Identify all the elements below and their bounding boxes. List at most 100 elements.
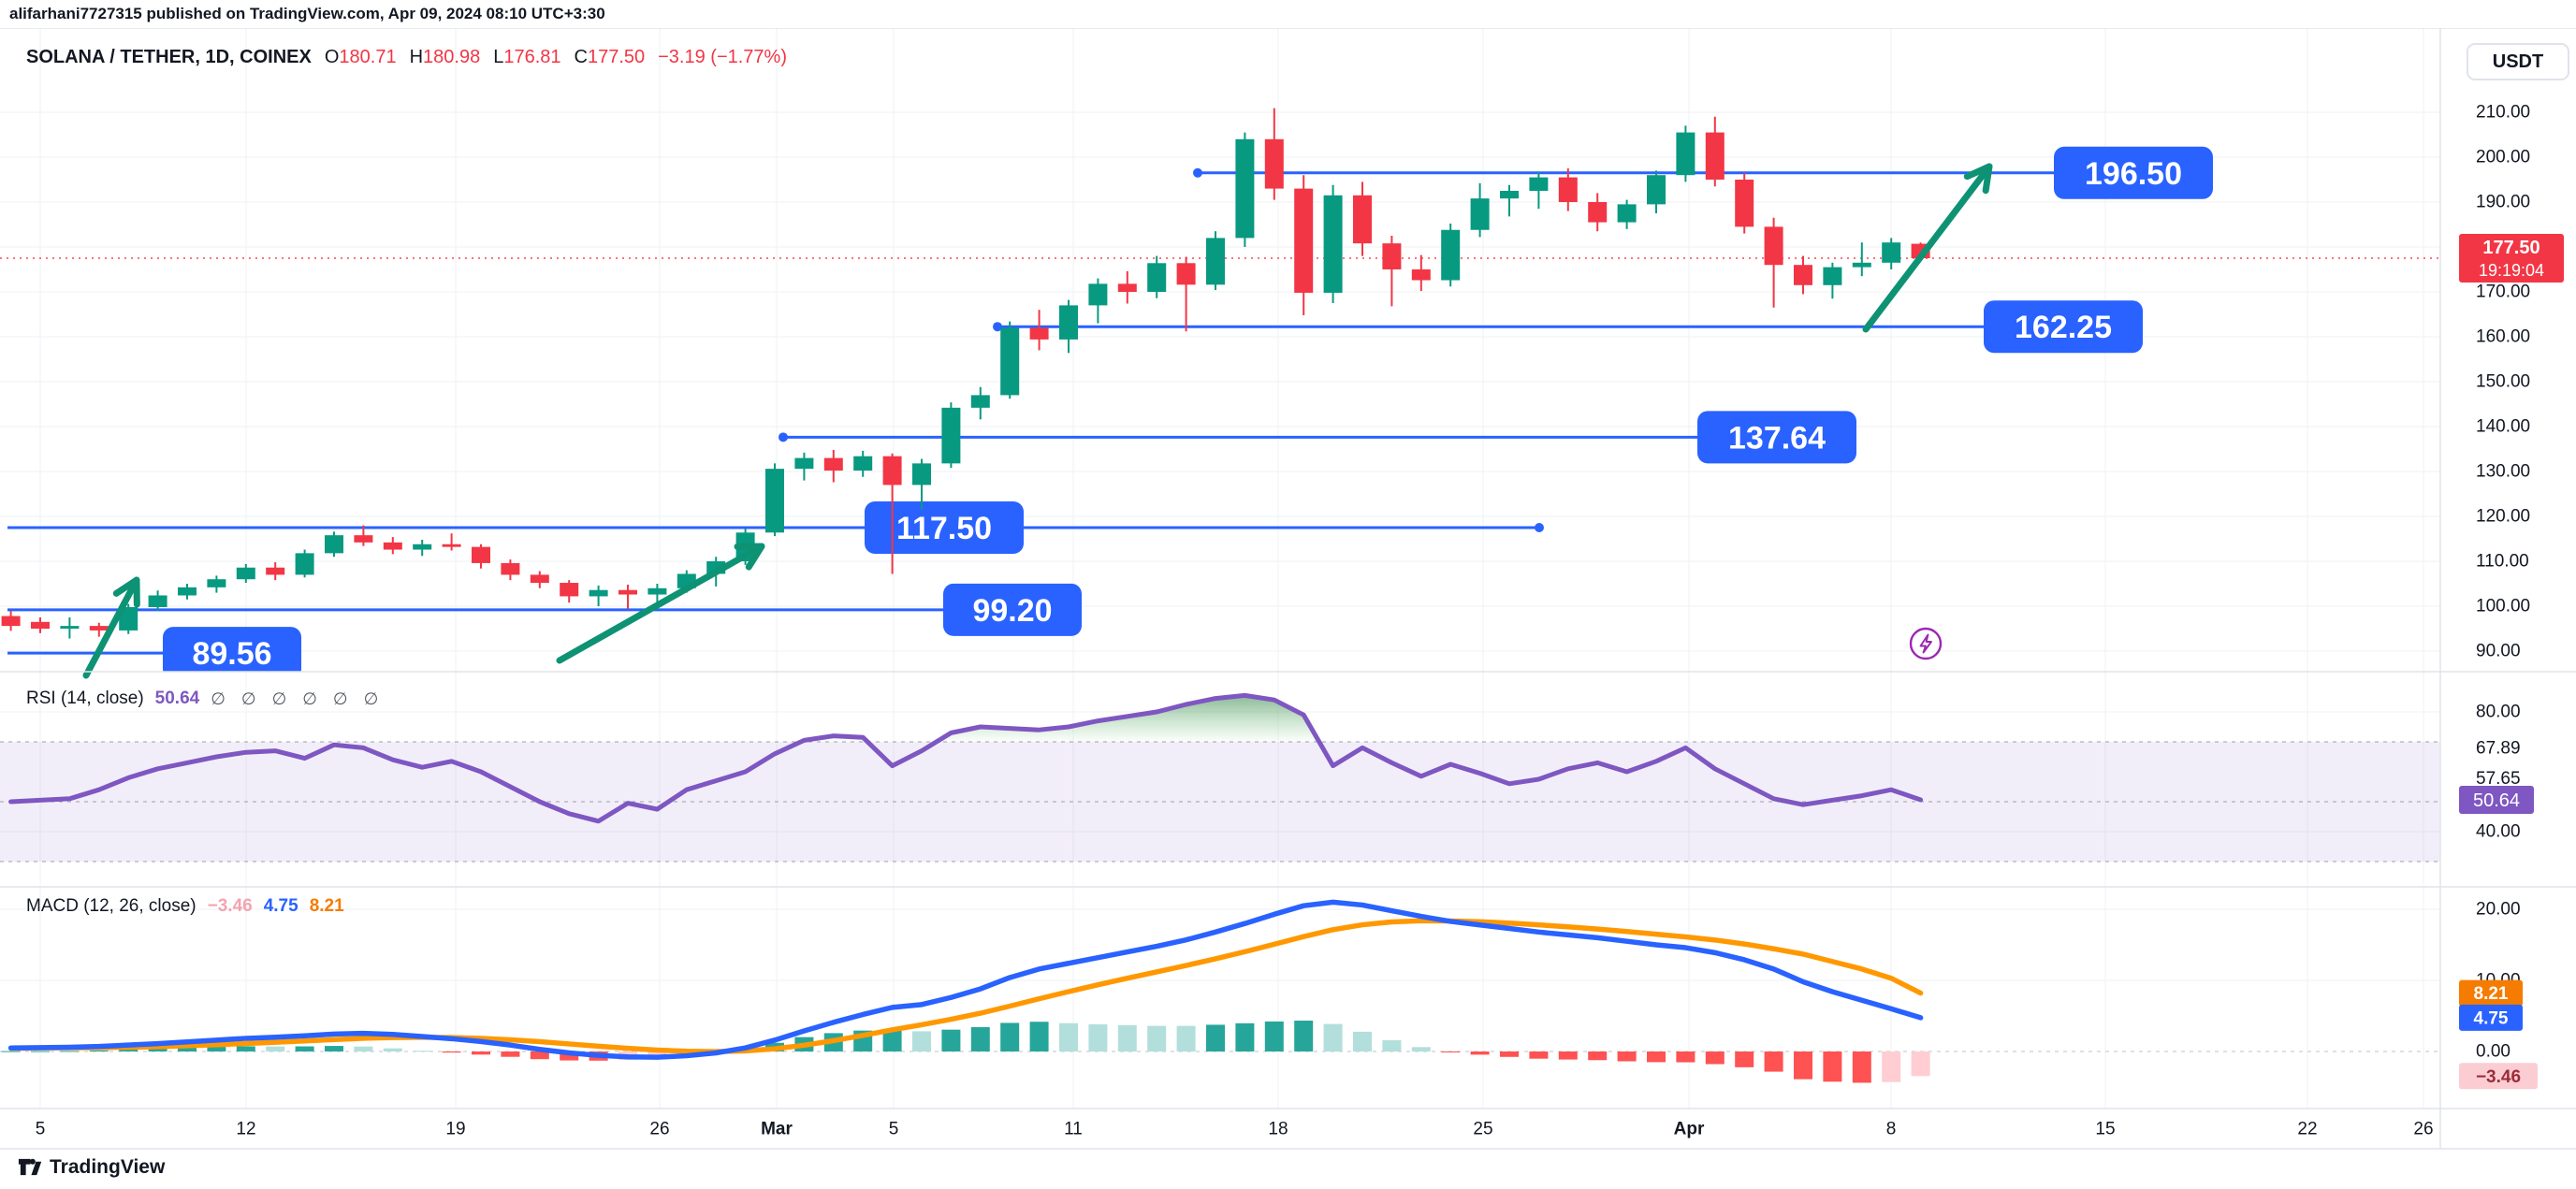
macd-signal-axis-label: [2459, 979, 2523, 1007]
axis-tick-label: 170.00: [2476, 283, 2530, 302]
macd-histogram-bar: [148, 1048, 167, 1051]
svg-text:162.25: 162.25: [2015, 310, 2112, 345]
symbol-legend[interactable]: SOLANA / TETHER, 1D, COINEX O180.71 H180…: [26, 47, 787, 68]
macd-histogram-bar: [560, 1051, 579, 1061]
bar-countdown: 19:19:04: [2479, 261, 2544, 280]
macd-histogram-bar: [354, 1046, 373, 1051]
macd-histogram-bar: [1676, 1051, 1696, 1063]
axis-tick-label: 200.00: [2476, 148, 2530, 167]
svg-text:8.21: 8.21: [2474, 984, 2509, 1004]
macd-histogram-bar: [1882, 1051, 1901, 1082]
macd-histogram-bar: [1647, 1051, 1666, 1063]
axis-tick-label: 210.00: [2476, 103, 2530, 123]
time-tick-label: 5: [889, 1120, 899, 1139]
macd-histogram-bar: [1500, 1051, 1519, 1057]
level-price-label[interactable]: [1984, 300, 2143, 354]
macd-histogram-bar: [383, 1048, 402, 1051]
trend-arrow: [1862, 163, 1993, 333]
price-axis[interactable]: 210.00200.00190.00180.00170.00160.00150.…: [2459, 103, 2564, 1090]
axis-tick-label: 40.00: [2476, 822, 2521, 842]
trend-arrow: [556, 543, 765, 664]
macd-histogram-bar: [1000, 1022, 1020, 1051]
time-tick-label: 18: [1268, 1120, 1288, 1139]
axis-tick-label: 120.00: [2476, 507, 2530, 527]
tradingview-watermark-text: TradingView: [50, 1155, 166, 1178]
level-price-label[interactable]: [2054, 146, 2213, 199]
axis-tick-label: 67.89: [2476, 738, 2521, 758]
pane-dividers[interactable]: [0, 27, 2576, 1150]
trend-arrow-drawings[interactable]: [82, 163, 1993, 679]
macd-histogram-bar: [1705, 1051, 1725, 1065]
macd-histogram-bar: [970, 1027, 990, 1051]
macd-histogram-bar: [1382, 1039, 1402, 1051]
macd-line-axis-label: [2459, 1004, 2523, 1031]
rsi-legend[interactable]: RSI (14, close) 50.64 ∅ ∅ ∅ ∅ ∅ ∅: [26, 689, 384, 709]
svg-text:117.50: 117.50: [896, 511, 992, 546]
time-tick-label: 26: [649, 1120, 669, 1139]
time-tick-label: 15: [2095, 1120, 2115, 1139]
macd-histogram-bar: [1588, 1051, 1608, 1061]
axis-tick-label: 57.65: [2476, 769, 2521, 789]
macd-histogram-bar: [1764, 1051, 1783, 1072]
macd-histogram-bar: [1794, 1051, 1812, 1080]
svg-text:177.50: 177.50: [2482, 238, 2540, 258]
time-tick-label: 25: [1473, 1120, 1492, 1139]
axis-tick-label: 190.00: [2476, 193, 2530, 212]
macd-histogram-bar: [1823, 1051, 1842, 1082]
svg-text:89.56: 89.56: [192, 636, 271, 672]
level-price-label[interactable]: [163, 627, 301, 679]
macd-histogram-bar: [1264, 1021, 1284, 1051]
ohlc-close: C177.50: [574, 47, 646, 67]
symbol-title[interactable]: SOLANA / TETHER, 1D, COINEX: [26, 47, 312, 67]
currency-toggle-button[interactable]: USDT: [2467, 43, 2569, 80]
time-tick-label: 5: [36, 1120, 46, 1139]
trend-arrow-head: [112, 576, 140, 608]
macd-histogram-bar: [1088, 1023, 1108, 1051]
macd-histogram-bar: [1147, 1025, 1167, 1051]
macd-histogram-bar: [236, 1046, 255, 1051]
price-change: −3.19 (−1.77%): [658, 47, 787, 67]
trend-arrow-head: [1963, 163, 1993, 195]
macd-histogram-bar: [501, 1051, 520, 1057]
macd-signal-value: 8.21: [309, 896, 344, 916]
level-anchor-dot: [1535, 523, 1544, 532]
svg-text:−3.46: −3.46: [2476, 1067, 2521, 1087]
macd-histogram-bar: [178, 1047, 196, 1051]
horizontal-level-drawings[interactable]: 196.50 162.25 137.64 117.50 99.20 89.56: [7, 146, 2213, 679]
macd-legend[interactable]: MACD (12, 26, close) −3.46 4.75 8.21: [26, 896, 344, 917]
svg-text:50.64: 50.64: [2473, 790, 2520, 811]
svg-text:4.75: 4.75: [2474, 1008, 2509, 1028]
time-tick-label: 26: [2413, 1120, 2433, 1139]
macd-histogram-bar: [1294, 1021, 1314, 1051]
flash-marker-icon[interactable]: [1905, 623, 1946, 664]
ohlc-open: O180.71: [324, 47, 397, 67]
time-axis[interactable]: 5 12 19 26 Mar 5 11 18 25 Apr 8 15 22 26: [36, 1120, 2434, 1139]
publish-header-text: alifarhani7727315 published on TradingVi…: [9, 5, 605, 22]
macd-histogram-bar: [1735, 1051, 1754, 1067]
rsi-band: [0, 741, 2440, 1052]
macd-plot: [1, 899, 1930, 1083]
macd-line: [7, 899, 1924, 1060]
rsi-line: [8, 692, 1924, 824]
time-tick-label: 12: [236, 1120, 255, 1139]
publish-header: alifarhani7727315 published on TradingVi…: [0, 0, 2576, 28]
macd-histogram-bar: [207, 1047, 226, 1051]
macd-histogram-bar: [119, 1049, 138, 1051]
macd-histogram-bar: [1617, 1051, 1637, 1062]
axis-tick-label: 80.00: [2476, 703, 2521, 722]
macd-hist-axis-label: [2459, 1063, 2538, 1090]
level-price-label[interactable]: [1697, 411, 1856, 464]
level-price-label[interactable]: [943, 583, 1082, 636]
rsi-title: RSI (14, close): [26, 689, 144, 708]
level-price-label[interactable]: [865, 501, 1024, 554]
svg-text:196.50: 196.50: [2085, 156, 2182, 192]
ohlc-low: L176.81: [493, 47, 561, 67]
ohlc-high: H180.98: [409, 47, 481, 67]
axis-tick-label: 20.00: [2476, 900, 2521, 920]
macd-histogram-bar: [530, 1051, 549, 1060]
rsi-value-axis-label: [2459, 785, 2534, 814]
tradingview-watermark[interactable]: TradingView: [17, 1154, 165, 1180]
macd-histogram-bar: [1911, 1051, 1930, 1077]
